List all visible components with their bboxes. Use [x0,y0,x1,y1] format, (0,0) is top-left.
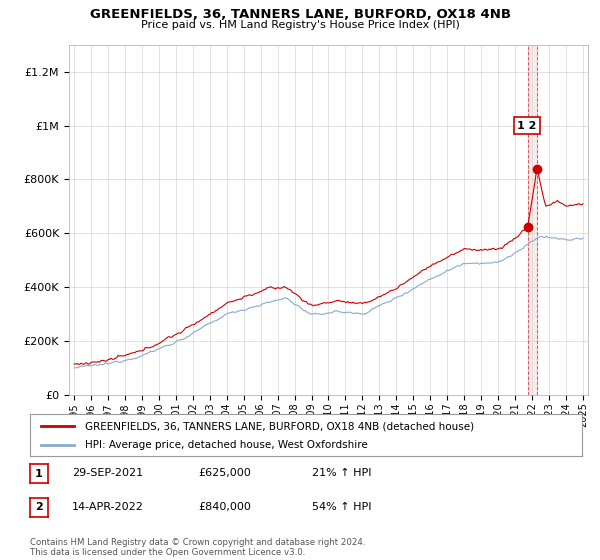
Text: £840,000: £840,000 [198,502,251,512]
Text: Price paid vs. HM Land Registry's House Price Index (HPI): Price paid vs. HM Land Registry's House … [140,20,460,30]
Text: 1 2: 1 2 [517,120,536,130]
Text: 1: 1 [35,469,43,479]
Text: GREENFIELDS, 36, TANNERS LANE, BURFORD, OX18 4NB: GREENFIELDS, 36, TANNERS LANE, BURFORD, … [89,8,511,21]
Text: 29-SEP-2021: 29-SEP-2021 [72,468,143,478]
Text: HPI: Average price, detached house, West Oxfordshire: HPI: Average price, detached house, West… [85,440,368,450]
Text: 2: 2 [35,502,43,512]
Text: Contains HM Land Registry data © Crown copyright and database right 2024.
This d: Contains HM Land Registry data © Crown c… [30,538,365,557]
Text: 14-APR-2022: 14-APR-2022 [72,502,144,512]
Text: 21% ↑ HPI: 21% ↑ HPI [312,468,371,478]
Text: 54% ↑ HPI: 54% ↑ HPI [312,502,371,512]
Bar [528,45,537,395]
Text: GREENFIELDS, 36, TANNERS LANE, BURFORD, OX18 4NB (detached house): GREENFIELDS, 36, TANNERS LANE, BURFORD, … [85,421,475,431]
Text: £625,000: £625,000 [198,468,251,478]
